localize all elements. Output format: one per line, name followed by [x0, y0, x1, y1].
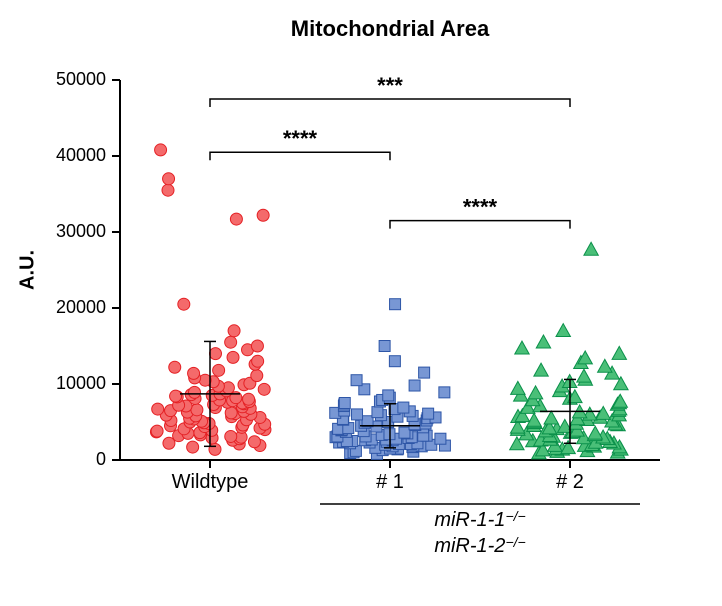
point-circle	[162, 184, 174, 196]
point-circle	[155, 144, 167, 156]
point-circle	[230, 213, 242, 225]
x-category-label: Wildtype	[172, 471, 249, 493]
point-square	[419, 367, 430, 378]
point-circle	[213, 364, 225, 376]
y-tick-label: 20000	[56, 297, 106, 317]
point-circle	[258, 383, 270, 395]
point-circle	[188, 386, 200, 398]
point-square	[379, 341, 390, 352]
point-square	[339, 398, 350, 409]
point-square	[435, 433, 446, 444]
point-circle	[248, 436, 260, 448]
significance-label: ***	[377, 73, 403, 98]
point-square	[409, 380, 420, 391]
x-category-label: # 1	[376, 471, 404, 493]
point-circle	[151, 425, 163, 437]
y-axis-title: A.U.	[16, 250, 38, 290]
chart-title: Mitochondrial Area	[291, 16, 490, 41]
point-square	[372, 407, 383, 418]
y-tick-label: 40000	[56, 145, 106, 165]
significance-label: ****	[283, 126, 318, 151]
point-circle	[228, 325, 240, 337]
point-circle	[209, 443, 221, 455]
point-circle	[210, 348, 222, 360]
y-tick-label: 0	[96, 449, 106, 469]
y-tick-label: 30000	[56, 221, 106, 241]
point-circle	[188, 367, 200, 379]
y-tick-label: 10000	[56, 373, 106, 393]
point-circle	[187, 441, 199, 453]
point-square	[390, 299, 401, 310]
point-circle	[225, 430, 237, 442]
point-square	[439, 387, 450, 398]
point-circle	[252, 355, 264, 367]
point-circle	[191, 404, 203, 416]
chart-background	[0, 0, 722, 606]
point-circle	[251, 370, 263, 382]
point-square	[352, 409, 363, 420]
point-square	[383, 390, 394, 401]
point-square	[423, 408, 434, 419]
point-square	[399, 427, 410, 438]
point-circle	[169, 361, 181, 373]
y-tick-label: 50000	[56, 69, 106, 89]
point-square	[351, 375, 362, 386]
point-square	[389, 356, 400, 367]
significance-label: ****	[463, 195, 498, 220]
point-square	[398, 402, 409, 413]
x-category-label: # 2	[556, 471, 584, 493]
point-circle	[178, 298, 190, 310]
point-circle	[163, 173, 175, 185]
point-circle	[251, 340, 263, 352]
point-circle	[152, 403, 164, 415]
point-circle	[225, 336, 237, 348]
point-circle	[227, 351, 239, 363]
point-circle	[257, 209, 269, 221]
point-circle	[243, 393, 255, 405]
point-circle	[170, 390, 182, 402]
